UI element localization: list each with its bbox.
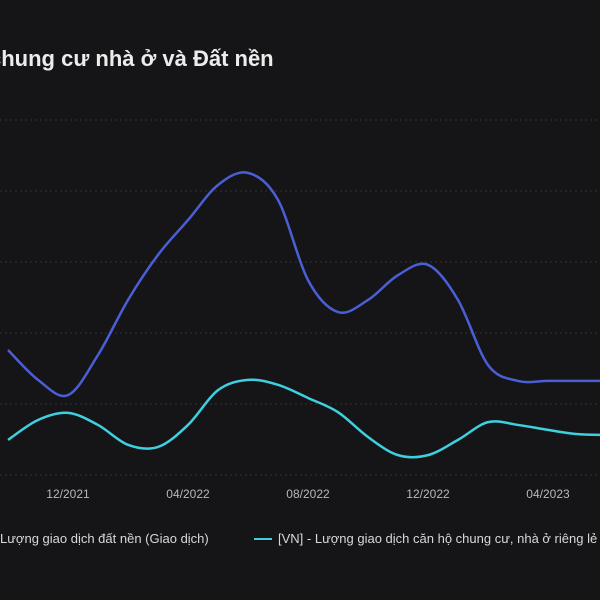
x-tick-label: 12/2022: [406, 487, 450, 501]
legend-entry: [VN] - Lượng giao dịch căn hộ chung cư, …: [278, 531, 600, 546]
legend-entry: Lượng giao dịch đất nền (Giao dịch): [0, 531, 209, 546]
x-tick-label: 12/2021: [46, 487, 90, 501]
series-line: [7, 378, 600, 459]
legend-marker: [254, 530, 278, 548]
x-tick-label: 04/2022: [166, 487, 210, 501]
series-line: [7, 171, 600, 398]
x-tick-label: 04/2023: [526, 487, 570, 501]
chart-title: chung cư nhà ở và Đất nền: [0, 46, 274, 71]
x-tick-label: 08/2022: [286, 487, 330, 501]
